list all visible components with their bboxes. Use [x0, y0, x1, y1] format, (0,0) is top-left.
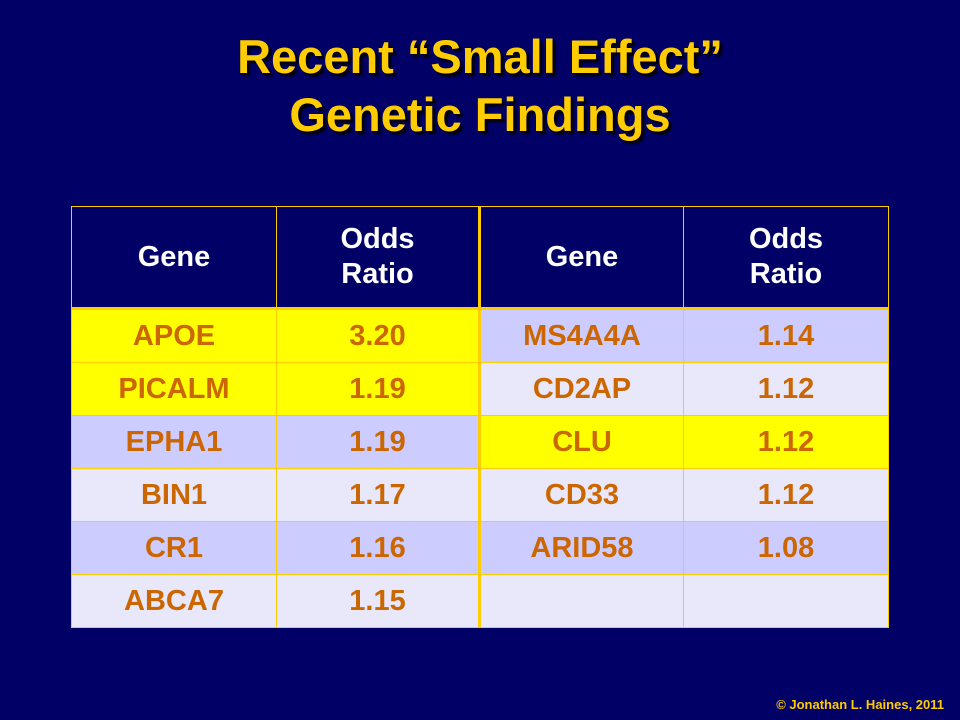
gene-cell: MS4A4A [478, 308, 684, 363]
gene-cell: ABCA7 [71, 574, 277, 628]
gene-cell: CLU [478, 415, 684, 469]
odds-ratio-cell: 1.17 [276, 468, 480, 522]
title-line-1: Recent “Small Effect” [237, 30, 723, 83]
odds-ratio-cell: 1.12 [683, 468, 889, 522]
table-row: APOE 3.20 MS4A4A 1.14 [71, 308, 889, 363]
gene-odds-ratio-table: Gene Odds Ratio Gene Odds Ratio APOE 3.20 MS… [71, 206, 889, 628]
odds-ratio-cell: 1.15 [276, 574, 480, 628]
gene-cell: ARID58 [478, 521, 684, 575]
gene-cell: EPHA1 [71, 415, 277, 469]
table-row: EPHA1 1.19 CLU 1.12 [71, 415, 889, 469]
header-gene-1: Gene [71, 206, 277, 310]
gene-cell [478, 574, 684, 628]
copyright-notice: © Jonathan L. Haines, 2011 [776, 697, 944, 712]
gene-cell: CD33 [478, 468, 684, 522]
odds-ratio-cell: 1.14 [683, 308, 889, 363]
title-line-2: Genetic Findings [289, 88, 671, 141]
odds-ratio-cell: 3.20 [276, 308, 480, 363]
odds-ratio-cell: 1.19 [276, 362, 480, 416]
gene-cell: PICALM [71, 362, 277, 416]
table-header-row: Gene Odds Ratio Gene Odds Ratio [71, 206, 889, 310]
table-row: BIN1 1.17 CD33 1.12 [71, 468, 889, 522]
gene-cell: CR1 [71, 521, 277, 575]
gene-cell: APOE [71, 308, 277, 363]
odds-ratio-cell: 1.08 [683, 521, 889, 575]
table-row: CR1 1.16 ARID58 1.08 [71, 521, 889, 575]
odds-ratio-cell: 1.12 [683, 415, 889, 469]
odds-ratio-cell: 1.16 [276, 521, 480, 575]
header-odds-ratio-2: Odds Ratio [683, 206, 889, 310]
slide-title: Recent “Small Effect” Genetic Findings [0, 28, 960, 144]
header-odds-ratio-1: Odds Ratio [276, 206, 480, 310]
odds-ratio-cell [683, 574, 889, 628]
gene-cell: BIN1 [71, 468, 277, 522]
header-gene-2: Gene [478, 206, 684, 310]
gene-cell: CD2AP [478, 362, 684, 416]
odds-ratio-cell: 1.12 [683, 362, 889, 416]
table-row: ABCA7 1.15 [71, 574, 889, 628]
table-row: PICALM 1.19 CD2AP 1.12 [71, 362, 889, 416]
odds-ratio-cell: 1.19 [276, 415, 480, 469]
